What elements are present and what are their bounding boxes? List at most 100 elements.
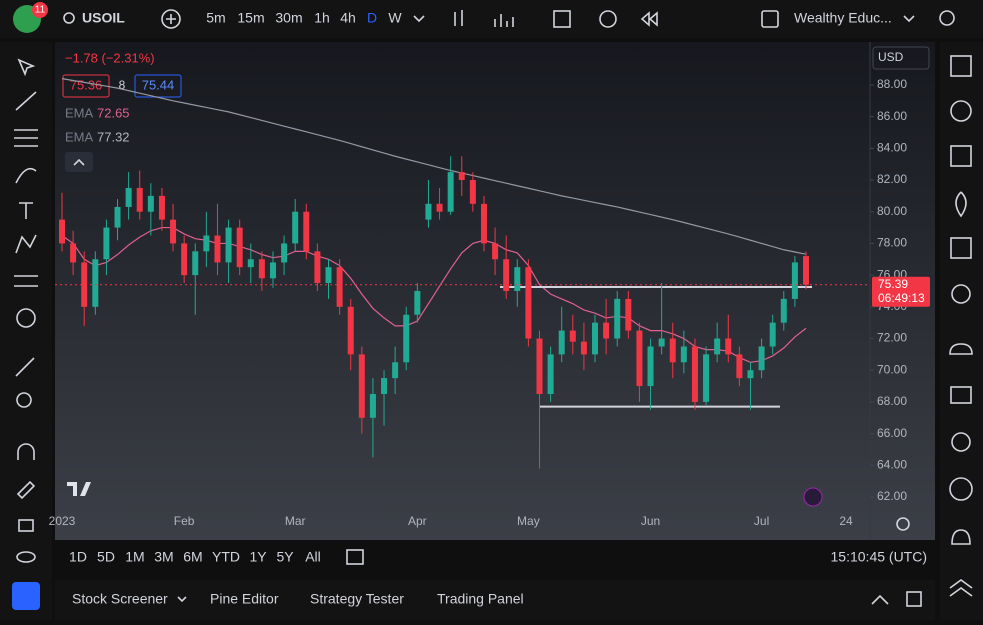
ask[interactable]: 75.44 [142, 77, 175, 92]
candle-body [314, 251, 321, 284]
candle-body [281, 243, 288, 263]
range-button[interactable]: 1D [69, 549, 87, 565]
candle-body [403, 314, 410, 363]
currency-box[interactable] [872, 46, 930, 70]
collapse-panel[interactable] [871, 594, 889, 605]
candle-body [136, 187, 143, 212]
layout-name[interactable]: Wealthy Educ... [794, 10, 892, 26]
candle-body [736, 354, 743, 379]
candle-body [680, 346, 687, 363]
drawing-tools[interactable] [14, 58, 38, 563]
candle-body [747, 370, 754, 379]
layouts[interactable] [553, 10, 571, 28]
y-tick-label: 82.00 [877, 172, 907, 186]
candle-body [536, 338, 543, 394]
candle-body [458, 172, 465, 181]
clock[interactable]: 15:10:45 (UTC) [831, 549, 927, 565]
interval[interactable]: W [388, 10, 402, 26]
indicator-value: 77.32 [97, 129, 130, 144]
search-icon[interactable] [63, 12, 75, 24]
candle-body [192, 251, 199, 276]
y-tick-label: 80.00 [877, 204, 907, 218]
candle-body [425, 203, 432, 220]
candle-body [703, 354, 710, 402]
replay[interactable] [640, 11, 658, 27]
panel-tab[interactable]: Pine Editor [210, 591, 279, 607]
candle-body [358, 354, 365, 418]
flash-icon[interactable] [803, 487, 823, 507]
candle-body [714, 338, 721, 355]
candle-body [147, 195, 154, 212]
x-tick-label: 2023 [49, 514, 76, 528]
ema-line [61, 78, 807, 255]
range-button[interactable]: 1M [125, 549, 144, 565]
candle-body [214, 235, 221, 263]
range-button[interactable]: 3M [154, 549, 173, 565]
price-label: 75.39 [878, 277, 908, 291]
quick-search[interactable] [939, 10, 955, 26]
range-button[interactable]: 6M [183, 549, 202, 565]
y-tick-label: 64.00 [877, 457, 907, 471]
candle-body [658, 338, 665, 347]
candle-body [269, 262, 276, 279]
plus [166, 14, 176, 24]
notification-badge: 11 [35, 5, 46, 16]
range-button[interactable]: 1Y [249, 549, 267, 565]
candle-body [125, 187, 132, 207]
axis-settings[interactable] [896, 517, 910, 531]
interval[interactable]: 15m [237, 10, 264, 26]
interval[interactable]: 1h [314, 10, 330, 26]
chevron [73, 158, 85, 166]
indicator-name: EMA [65, 129, 94, 144]
panel-tab[interactable]: Trading Panel [437, 591, 524, 607]
chart-type[interactable] [454, 10, 463, 26]
x-tick-label: May [517, 514, 540, 528]
sync-button[interactable] [12, 582, 40, 610]
widget-icons[interactable] [949, 55, 973, 597]
panel-tab[interactable]: Stock Screener [72, 591, 168, 607]
currency[interactable]: USD [878, 50, 904, 64]
candle-body [158, 195, 165, 220]
interval[interactable]: 5m [206, 10, 225, 26]
date-range[interactable] [346, 549, 364, 565]
candle-body [769, 322, 776, 347]
collapse-legend[interactable] [65, 152, 93, 172]
panel-tab[interactable]: Strategy Tester [310, 591, 404, 607]
layout-checkbox[interactable] [761, 10, 779, 28]
countdown: 06:49:13 [878, 291, 925, 305]
candle-body [780, 298, 787, 323]
range-button[interactable]: All [305, 549, 321, 565]
dropdown[interactable] [413, 15, 425, 23]
candle-body [203, 235, 210, 252]
ema-line [61, 226, 807, 363]
x-tick-label: Feb [174, 514, 195, 528]
candle-body [725, 338, 732, 355]
add-symbol[interactable] [161, 9, 181, 29]
candle-body [636, 330, 643, 387]
candle-body [592, 322, 599, 355]
top-toolbar [0, 0, 983, 38]
candle-body [625, 298, 632, 331]
range-button[interactable]: 5D [97, 549, 115, 565]
interval[interactable]: D [367, 10, 377, 26]
interval[interactable]: 30m [275, 10, 302, 26]
layout-dropdown[interactable] [903, 15, 915, 23]
right-toolbar [940, 42, 983, 620]
maximize-panel[interactable] [906, 591, 922, 607]
symbol[interactable]: USOIL [82, 10, 125, 26]
candle-body [758, 346, 765, 371]
indicators[interactable] [494, 14, 514, 27]
candle-body [547, 354, 554, 394]
spread: 8 [119, 78, 126, 92]
alert[interactable] [599, 10, 617, 28]
candle-body [791, 262, 798, 299]
candle-body [480, 203, 487, 244]
range-button[interactable]: YTD [212, 549, 240, 565]
interval[interactable]: 4h [340, 10, 356, 26]
screener-dropdown[interactable] [177, 596, 187, 603]
x-tick-label: Apr [408, 514, 427, 528]
candle-body [114, 206, 121, 228]
bid-box[interactable] [62, 74, 110, 98]
range-button[interactable]: 5Y [276, 549, 294, 565]
badge-bg [32, 2, 48, 18]
